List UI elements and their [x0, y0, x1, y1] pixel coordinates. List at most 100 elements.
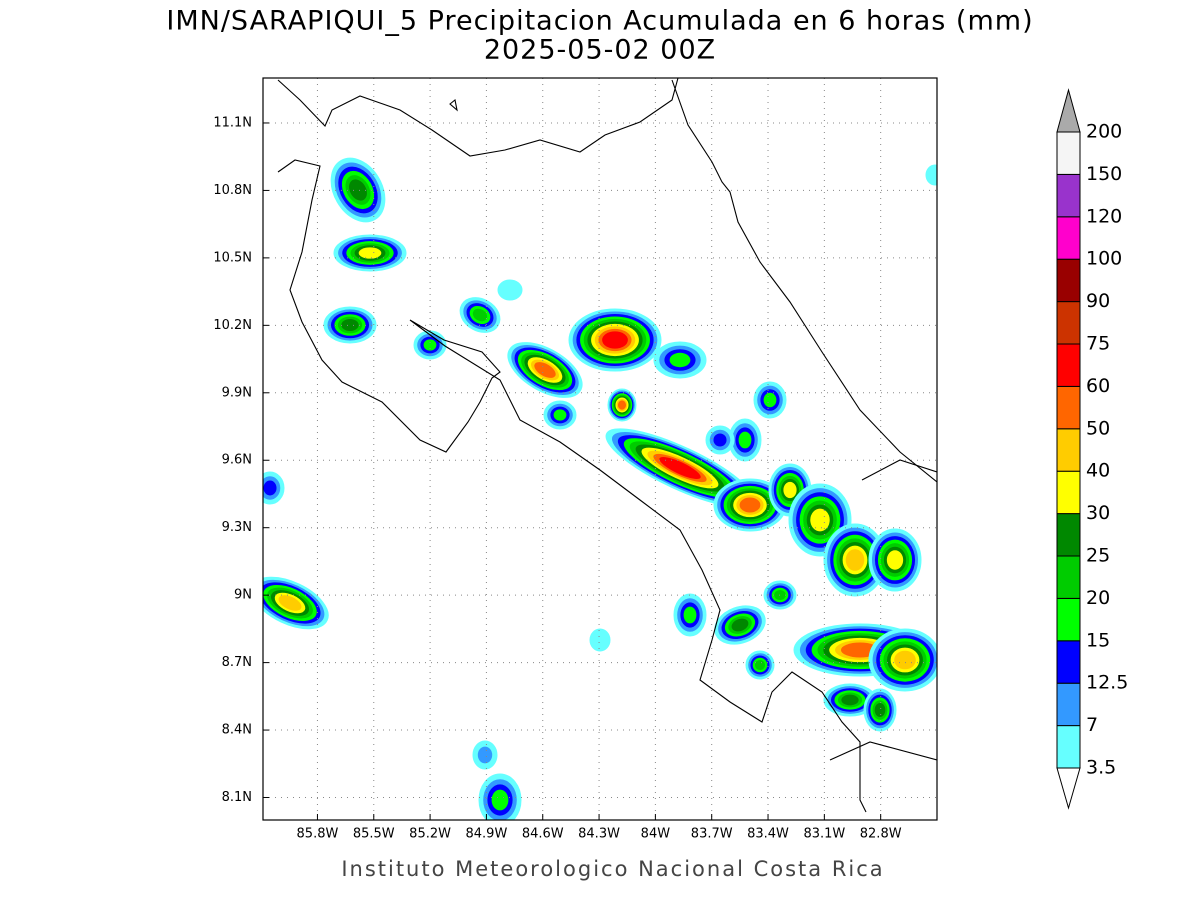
precip-cell — [423, 339, 437, 351]
precip-cell — [738, 431, 752, 449]
precip-cell — [874, 703, 886, 717]
precip-cell — [894, 650, 916, 670]
y-tick-label: 10.8N — [213, 183, 252, 198]
coastline — [829, 741, 937, 761]
precip-cell — [358, 247, 382, 259]
precip-cell — [731, 618, 749, 632]
colorbar-box — [1056, 343, 1081, 387]
y-tick-label: 10.2N — [213, 318, 252, 333]
x-tick-label: 84.3W — [578, 827, 620, 842]
precip-cell — [263, 480, 277, 496]
precip-cell — [553, 409, 567, 421]
precip-cell — [739, 497, 761, 513]
y-tick-label: 9N — [234, 588, 252, 603]
colorbar-label: 120 — [1086, 205, 1122, 227]
y-tick-label: 11.1N — [213, 115, 252, 130]
colorbar-label: 15 — [1086, 629, 1110, 651]
colorbar-box — [1056, 640, 1081, 684]
colorbar-label: 60 — [1086, 375, 1110, 397]
precip-cell — [669, 352, 691, 368]
precip-cell — [589, 628, 611, 652]
precip-cell — [497, 279, 523, 301]
colorbar-box — [1056, 513, 1081, 557]
colorbar-label: 3.5 — [1086, 757, 1116, 779]
x-tick-label: 83.7W — [691, 827, 733, 842]
precipitation — [263, 157, 937, 820]
colorbar: 3.5 7 12.5 15 20 25 30 40 50 60 75 90 100 120 150 200 — [1056, 88, 1128, 810]
x-tick-label: 85.8W — [297, 827, 339, 842]
y-tick-label: 8.1N — [222, 790, 252, 805]
colorbar-label: 12.5 — [1086, 672, 1128, 694]
precip-cell — [659, 457, 701, 479]
island — [449, 99, 458, 112]
colorbar-label: 25 — [1086, 545, 1110, 567]
precip-cell — [349, 179, 367, 201]
colorbar-box — [1056, 428, 1081, 472]
y-tick-label: 8.4N — [222, 723, 252, 738]
colorbar-box — [1056, 301, 1081, 345]
precip-cell — [783, 481, 797, 499]
coastline — [671, 79, 937, 483]
colorbar-label: 7 — [1086, 714, 1098, 736]
precip-cell — [810, 508, 830, 532]
x-tick-label: 84.6W — [522, 827, 564, 842]
border — [861, 459, 937, 481]
coastlines — [277, 78, 937, 813]
precip-cell — [763, 392, 777, 408]
colorbar-label: 40 — [1086, 460, 1110, 482]
precip-cell — [713, 433, 727, 447]
precip-cell — [683, 606, 697, 624]
coastline — [277, 159, 867, 813]
x-tick-label: 85.5W — [353, 827, 395, 842]
colorbar-label: 30 — [1086, 502, 1110, 524]
graticule: 85.8W 85.5W 85.2W 84.9W 84.6W 84.3W 84W 83.7W 83… — [213, 78, 937, 842]
precip-cell — [754, 659, 766, 671]
y-tick-label: 9.3N — [222, 520, 252, 535]
x-tick-label: 84.9W — [466, 827, 508, 842]
y-tick-label: 9.9N — [222, 385, 252, 400]
title: IMN/SARAPIQUI_5 Precipitacion Acumulada … — [166, 6, 1033, 37]
colorbar-box — [1056, 597, 1081, 642]
precip-cell — [341, 319, 359, 331]
colorbar-label: 90 — [1086, 290, 1110, 312]
colorbar-box — [1056, 725, 1081, 769]
precip-cell — [534, 362, 556, 378]
colorbar-box — [1056, 258, 1081, 303]
colorbar-box — [1056, 173, 1081, 218]
colorbar-label: 200 — [1086, 121, 1122, 143]
coastline — [277, 78, 679, 157]
colorbar-extend-high — [1056, 88, 1081, 133]
colorbar-label: 150 — [1086, 163, 1122, 185]
precip-cell — [841, 694, 859, 706]
precip-cell — [472, 308, 488, 322]
precip-cell — [886, 550, 904, 570]
x-tick-label: 84W — [641, 827, 671, 842]
colorbar-box — [1056, 555, 1081, 599]
colorbar-box — [1056, 682, 1081, 727]
subtitle: 2025-05-02 00Z — [484, 35, 716, 66]
x-tick-label: 83.4W — [747, 827, 789, 842]
x-tick-label: 83.1W — [803, 827, 845, 842]
colorbar-label: 75 — [1086, 333, 1110, 355]
precip-cell — [845, 549, 865, 571]
precip-cell — [602, 331, 628, 349]
y-tick-label: 8.7N — [222, 655, 252, 670]
colorbar-label: 50 — [1086, 417, 1110, 439]
y-tick-label: 9.6N — [222, 453, 252, 468]
colorbar-box — [1056, 470, 1081, 515]
map-frame — [262, 77, 938, 821]
x-tick-label: 82.8W — [860, 827, 902, 842]
footer: Instituto Meteorologico Nacional Costa R… — [341, 857, 884, 881]
precip-cell — [477, 746, 493, 764]
colorbar-extend-low — [1056, 767, 1081, 810]
x-tick-label: 85.2W — [409, 827, 451, 842]
precip-cell — [491, 789, 509, 811]
colorbar-label: 100 — [1086, 248, 1122, 270]
y-tick-label: 10.5N — [213, 250, 252, 265]
precip-cell — [925, 164, 937, 186]
colorbar-label: 20 — [1086, 587, 1110, 609]
precip-cell — [617, 400, 627, 410]
colorbar-box — [1056, 216, 1081, 260]
colorbar-box — [1056, 131, 1081, 175]
